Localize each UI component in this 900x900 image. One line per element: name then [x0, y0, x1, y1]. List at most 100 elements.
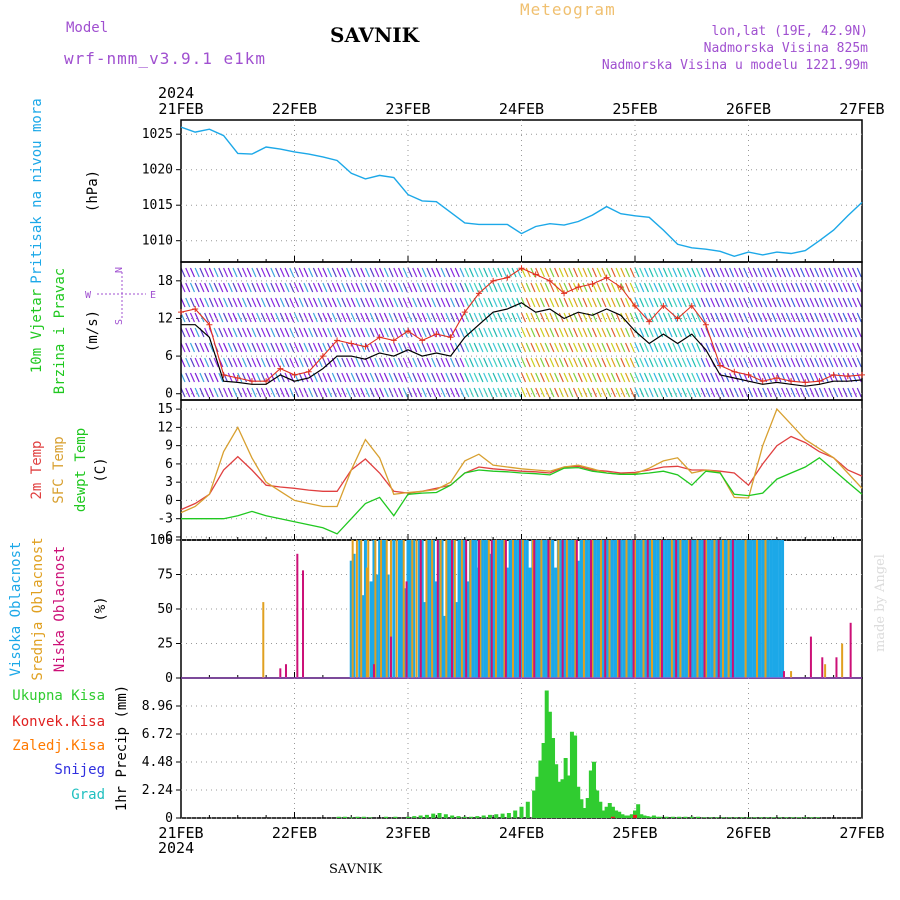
wind-barb-4-124-5 [766, 342, 772, 353]
wind-barb-0-3-8 [194, 387, 200, 398]
wind-barb-1-68-6 [502, 357, 508, 368]
precip-bar-0-92 [809, 817, 814, 818]
wind-barb-0-13-4 [241, 327, 248, 338]
wind-barb-2-82-1 [568, 282, 574, 293]
wind-barb-3-107-8 [686, 387, 692, 398]
wind-barb-0-27-1 [308, 282, 314, 293]
wind-barb-2-74-8 [530, 387, 536, 398]
wind-barb-0-39-7 [364, 372, 370, 383]
cloud-bar-0-103 [656, 540, 660, 678]
wind-barb-1-66-0 [492, 267, 498, 278]
wind-barb-4-113-1 [714, 282, 720, 293]
cloud-bar-0-63 [542, 540, 546, 678]
wind-barb-0-5-8 [204, 387, 210, 398]
cloud-bar-1-36 [608, 540, 611, 678]
wind-barb-4-124-8 [766, 387, 772, 398]
cloud-bar-2-2 [296, 553, 299, 678]
gust-marker-0 [178, 309, 184, 316]
wind-barb-3-103-6 [667, 357, 673, 368]
wind-barb-2-94-1 [624, 282, 631, 293]
wind-barb-3-101-5 [658, 342, 664, 353]
wind-barb-0-55-3 [440, 312, 446, 323]
wind-barb-4-129-7 [790, 372, 796, 383]
wind-barb-0-12-4 [237, 327, 243, 338]
wind-barb-0-24-0 [293, 267, 300, 278]
wind-barb-0-25-0 [298, 267, 304, 278]
wind-barb-0-20-4 [275, 327, 281, 338]
wind-barb-2-89-0 [601, 267, 607, 278]
wind-barb-0-5-6 [204, 357, 210, 368]
wind-barb-1-61-8 [468, 387, 475, 398]
cloud-bar-0-119 [701, 540, 705, 678]
wind-barb-4-139-3 [837, 312, 843, 323]
wind-barb-2-91-3 [610, 312, 616, 323]
wind-barb-0-43-8 [383, 387, 389, 398]
wind-barb-2-84-3 [577, 312, 583, 323]
wind-barb-0-56-4 [445, 327, 451, 338]
cloud-bar-1-9 [389, 540, 392, 678]
wind-barb-4-113-5 [714, 342, 720, 353]
wind-barb-0-8-1 [218, 282, 224, 293]
wind-barb-4-114-0 [719, 267, 725, 278]
wind-barb-4-117-3 [733, 312, 739, 323]
wind-barb-2-77-4 [544, 327, 550, 338]
ytick-label-pressure-3: 1025 [142, 127, 173, 142]
ytick-label-clouds-0: 0 [165, 671, 173, 686]
wind-barb-4-121-8 [752, 387, 758, 398]
wind-barb-0-3-6 [194, 357, 200, 368]
wind-barb-4-126-5 [776, 342, 782, 353]
wind-barb-3-97-2 [639, 297, 645, 308]
wind-barb-0-55-0 [440, 267, 446, 278]
legend-precip-2: Zaledj.Kisa [12, 738, 105, 754]
wind-barb-0-30-5 [322, 342, 328, 353]
gust-marker-36 [688, 302, 695, 309]
wind-barb-4-129-4 [790, 327, 796, 338]
wind-barb-0-12-6 [237, 357, 243, 368]
wind-barb-0-31-8 [327, 387, 333, 398]
wind-barb-2-83-7 [572, 372, 579, 383]
wind-barb-2-78-1 [549, 282, 555, 293]
wind-barb-4-119-6 [743, 357, 749, 368]
wind-barb-4-136-7 [823, 372, 829, 383]
wind-barb-0-6-3 [208, 312, 214, 323]
wind-barb-3-103-5 [667, 342, 673, 353]
cloud-bar-0-12 [392, 540, 396, 678]
wind-barb-3-99-7 [648, 372, 654, 383]
wind-barb-0-50-3 [416, 312, 423, 323]
cloud-bar-0-23 [429, 540, 433, 678]
wind-barb-3-108-4 [691, 327, 697, 338]
wind-barb-0-34-7 [341, 372, 347, 383]
wind-barb-0-53-7 [431, 372, 437, 383]
wind-barb-2-90-0 [606, 267, 612, 278]
wind-barb-2-74-5 [530, 342, 536, 353]
wind-barb-0-54-5 [435, 342, 441, 353]
wind-barb-4-122-8 [757, 387, 763, 398]
wind-barb-4-142-5 [851, 342, 858, 353]
wind-barb-0-25-6 [298, 357, 304, 368]
wind-barb-2-89-8 [601, 387, 607, 398]
wind-barb-4-119-0 [743, 267, 749, 278]
wind-barb-2-93-6 [620, 357, 626, 368]
cloud-bar-1-18 [453, 540, 456, 678]
wind-barb-0-9-1 [223, 282, 229, 293]
wind-barb-1-62-0 [473, 267, 479, 278]
wind-barb-2-77-3 [544, 312, 550, 323]
wind-barb-0-32-2 [331, 297, 337, 308]
wind-barb-4-116-1 [729, 282, 735, 293]
wind-barb-1-70-5 [511, 342, 517, 353]
wind-barb-4-116-0 [729, 267, 735, 278]
wind-barb-0-22-1 [284, 282, 290, 293]
precip-bar-0-26 [519, 806, 524, 818]
wind-barb-2-78-4 [549, 327, 555, 338]
wind-barb-0-19-8 [270, 387, 276, 398]
gust-marker-24 [518, 265, 525, 272]
cloud-bar-1-12 [411, 540, 414, 678]
wind-barb-0-15-1 [251, 282, 257, 293]
wind-barb-0-31-5 [327, 342, 333, 353]
cloud-bar-0-39 [474, 540, 478, 678]
wind-barb-4-129-3 [790, 312, 796, 323]
wind-barb-4-139-4 [837, 327, 843, 338]
wind-barb-4-143-1 [856, 282, 862, 293]
wind-barb-2-91-0 [610, 267, 616, 278]
wind-barb-1-70-4 [511, 327, 517, 338]
